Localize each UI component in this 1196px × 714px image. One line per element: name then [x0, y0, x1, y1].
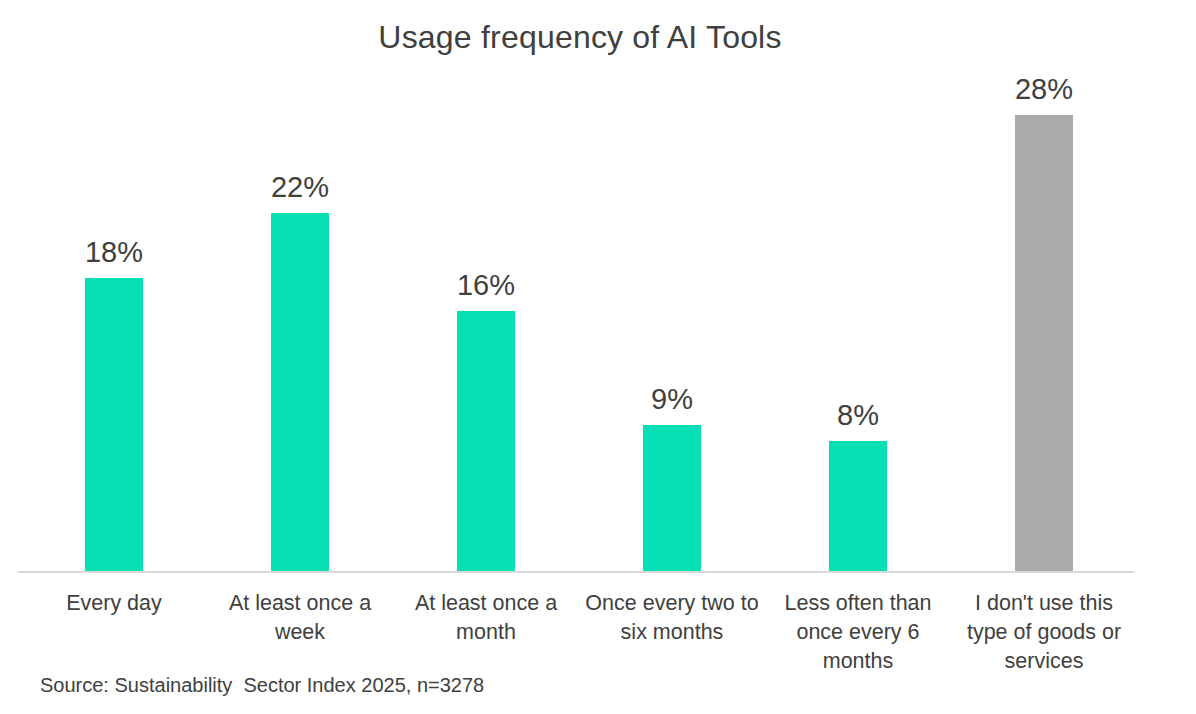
- bar-at-least-once-a-week: [271, 213, 329, 572]
- bar-less-often-than-once-every-6-months: [829, 441, 887, 572]
- category-label-i-don-t-use-this-type-of-goods-or-services: I don't use this type of goods or servic…: [951, 589, 1137, 676]
- bar-value-label: 8%: [837, 399, 879, 432]
- bar-value-label: 16%: [457, 269, 515, 302]
- bar-column-at-least-once-a-week: 22%: [207, 0, 393, 572]
- category-label-once-every-two-to-six-months: Once every two to six months: [579, 589, 765, 676]
- bar-once-every-two-to-six-months: [643, 425, 701, 572]
- category-label-at-least-once-a-month: At least once a month: [393, 589, 579, 676]
- plot-area: 18% 22% 16% 9% 8% 28%: [21, 0, 1137, 572]
- bar-value-label: 9%: [651, 383, 693, 416]
- bar-column-at-least-once-a-month: 16%: [393, 0, 579, 572]
- source-note: Source: Sustainability Sector Index 2025…: [40, 674, 484, 697]
- bar-value-label: 18%: [85, 236, 143, 269]
- bar-value-label: 22%: [271, 171, 329, 204]
- category-label-less-often-than-once-every-6-months: Less often than once every 6 months: [765, 589, 951, 676]
- bar-value-label: 28%: [1015, 73, 1073, 106]
- bar-column-less-often-than-once-every-6-months: 8%: [765, 0, 951, 572]
- chart-canvas: Usage frequency of AI Tools 18%22%16%9%8…: [0, 0, 1196, 714]
- x-axis-line: [18, 571, 1134, 573]
- category-label-every-day: Every day: [21, 589, 207, 676]
- x-axis-category-labels: Every dayAt least once a weekAt least on…: [21, 589, 1137, 676]
- bar-i-don-t-use-this-type-of-goods-or-services: [1015, 115, 1073, 572]
- bar-column-every-day: 18%: [21, 0, 207, 572]
- bar-column-once-every-two-to-six-months: 9%: [579, 0, 765, 572]
- bar-column-i-don-t-use-this-type-of-goods-or-services: 28%: [951, 0, 1137, 572]
- bar-every-day: [85, 278, 143, 572]
- category-label-at-least-once-a-week: At least once a week: [207, 589, 393, 676]
- bar-at-least-once-a-month: [457, 311, 515, 572]
